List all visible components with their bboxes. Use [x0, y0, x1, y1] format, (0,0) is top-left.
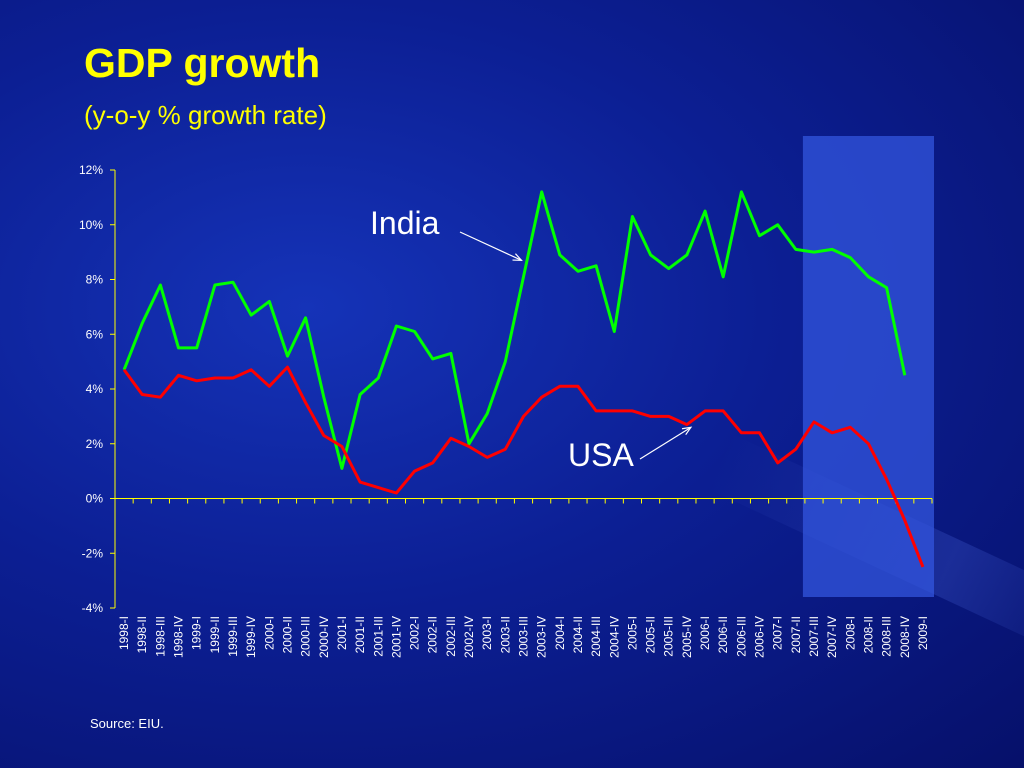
- x-tick-label: 1999-III: [226, 616, 240, 657]
- y-tick-label: 0%: [86, 492, 104, 506]
- x-tick-label: 2006-I: [698, 616, 712, 650]
- x-tick-label: 1999-IV: [244, 616, 258, 658]
- x-tick-label: 2008-I: [843, 616, 857, 650]
- x-tick-label: 2007-I: [771, 616, 785, 650]
- annotation-india: India: [370, 205, 440, 241]
- x-tick-label: 2006-III: [734, 616, 748, 657]
- slide-title: GDP growth: [84, 40, 321, 86]
- annotation-arrow-usa: [639, 426, 693, 460]
- x-tick-label: 2009-I: [916, 616, 930, 650]
- y-tick-label: 12%: [79, 163, 103, 177]
- x-tick-label: 2005-IV: [680, 616, 694, 658]
- x-tick-label: 2006-II: [716, 616, 730, 653]
- x-tick-label: 2005-III: [662, 616, 676, 657]
- x-tick-label: 2007-IV: [825, 616, 839, 658]
- x-tick-label: 2006-IV: [753, 616, 767, 658]
- source-note: Source: EIU.: [90, 716, 164, 731]
- x-tick-label: 2000-I: [262, 616, 276, 650]
- x-tick-label: 2007-II: [789, 616, 803, 653]
- x-tick-label: 2004-I: [553, 616, 567, 650]
- y-tick-label: 4%: [86, 382, 104, 396]
- x-tick-label: 2001-III: [371, 616, 385, 657]
- x-tick-label: 2003-II: [498, 616, 512, 653]
- x-tick-label: 2008-III: [880, 616, 894, 657]
- x-tick-label: 2007-III: [807, 616, 821, 657]
- slide-subtitle: (y-o-y % growth rate): [84, 100, 327, 130]
- x-tick-label: 2000-III: [299, 616, 313, 657]
- x-tick-label: 2008-II: [861, 616, 875, 653]
- x-tick-label: 2001-II: [353, 616, 367, 653]
- x-tick-label: 2004-III: [589, 616, 603, 657]
- x-tick-label: 2001-I: [335, 616, 349, 650]
- y-tick-label: 8%: [86, 273, 104, 287]
- x-tick-label: 1998-III: [153, 616, 167, 657]
- x-tick-label: 2004-II: [571, 616, 585, 653]
- y-tick-label: 6%: [86, 327, 104, 341]
- x-tick-label: 2001-IV: [389, 616, 403, 658]
- annotation-usa: USA: [568, 437, 634, 473]
- highlight-band: [802, 136, 934, 597]
- x-tick-label: 2002-I: [408, 616, 422, 650]
- x-tick-label: 2003-IV: [535, 616, 549, 658]
- x-tick-label: 2002-IV: [462, 616, 476, 658]
- x-tick-label: 2002-II: [426, 616, 440, 653]
- annotation-arrow-india: [459, 231, 523, 261]
- x-tick-label: 1998-IV: [172, 616, 186, 658]
- x-tick-label: 2002-III: [444, 616, 458, 657]
- y-tick-label: 10%: [79, 218, 103, 232]
- y-tick-label: -4%: [82, 601, 104, 615]
- x-tick-label: 2008-IV: [898, 616, 912, 658]
- x-tick-label: 1999-II: [208, 616, 222, 653]
- x-tick-label: 2005-I: [625, 616, 639, 650]
- y-tick-label: 2%: [86, 437, 104, 451]
- x-tick-label: 1998-I: [117, 616, 131, 650]
- series-line-india: [122, 190, 907, 470]
- x-tick-label: 1999-I: [190, 616, 204, 650]
- series-line-usa: [122, 365, 925, 568]
- x-tick-label: 2000-II: [280, 616, 294, 653]
- x-tick-label: 2003-III: [517, 616, 531, 657]
- x-tick-label: 2003-I: [480, 616, 494, 650]
- x-tick-label: 1998-II: [135, 616, 149, 653]
- y-tick-label: -2%: [82, 546, 104, 560]
- x-tick-label: 2000-IV: [317, 616, 331, 658]
- x-tick-label: 2004-IV: [607, 616, 621, 658]
- x-tick-label: 2005-II: [644, 616, 658, 653]
